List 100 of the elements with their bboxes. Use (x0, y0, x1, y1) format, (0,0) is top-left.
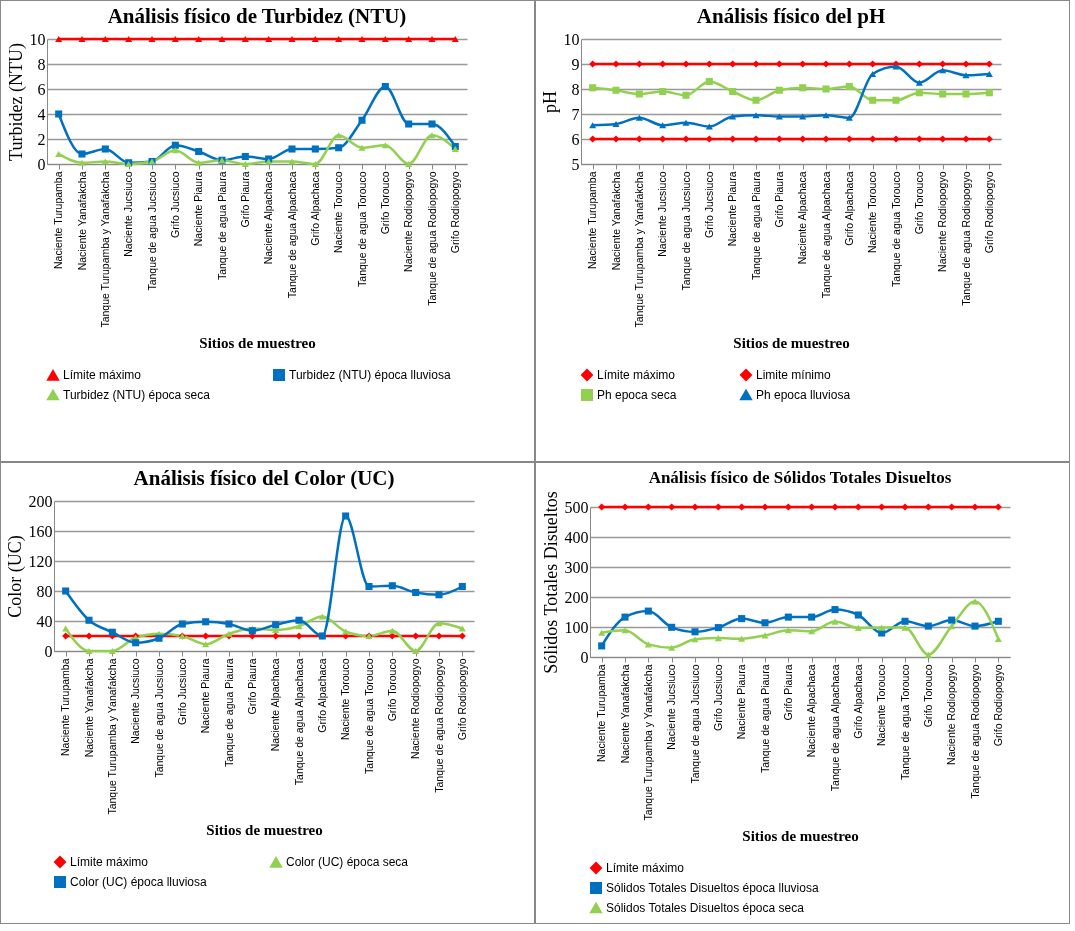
x-axis-title: Sitios de muestreo (733, 334, 850, 351)
chart-title: Análisis físico de Sólidos Totales Disueltos (648, 467, 952, 487)
x-tick-label: Naciente Jucsiuco (122, 171, 135, 257)
x-tick-label: Naciente Turupamba (595, 664, 608, 762)
y-axis-title: pH (539, 91, 560, 113)
x-tick-label: Grifo Piaura (238, 171, 251, 228)
y-tick-label: 500 (564, 498, 589, 516)
legend-label: Límite máximo (597, 368, 676, 382)
x-tick-label: Tanque Turupamba y Yanafakcha (632, 171, 645, 328)
x-tick-label: Grifo Alpachaca (315, 658, 328, 733)
legend-label: Sólidos Totales Disueltos época seca (606, 901, 805, 915)
x-tick-label: Grifo Torouco (385, 658, 398, 722)
x-tick-label: Naciente Piaura (726, 171, 739, 247)
x-tick-label: Naciente Turupamba (59, 658, 72, 756)
x-tick-label: Grifo Piaura (772, 171, 785, 228)
x-tick-label: Naciente Piaura (735, 664, 748, 740)
y-tick-label: 40 (36, 612, 53, 630)
legend-label: Limite mínimo (756, 368, 832, 382)
chart-title: Análisis físico del pH (696, 4, 886, 28)
y-tick-label: 0 (37, 155, 46, 173)
legend-label: Límite máximo (606, 861, 685, 875)
x-tick-label: Tanque de agua Torouco (362, 658, 375, 774)
x-tick-label: Tanque Turupamba y Yanafakcha (641, 664, 654, 821)
x-tick-label: Tanque de agua Rodiopogyo (968, 664, 981, 799)
x-tick-label: Grifo Alpachaca (842, 171, 855, 246)
x-tick-label: Naciente Alpachaca (805, 664, 818, 758)
x-tick-label: Naciente Jucsiuco (656, 171, 669, 257)
x-tick-label: Grifo Rodiopogyo (448, 171, 461, 254)
x-tick-label: Naciente Jucsiuco (129, 658, 142, 744)
x-tick-label: Tanque Turupamba y Yanafakcha (105, 658, 118, 815)
x-tick-label: Naciente Yanafakcha (75, 171, 88, 271)
x-axis-title: Sitios de muestreo (742, 827, 859, 844)
y-tick-label: 9 (571, 55, 580, 73)
x-tick-label: Naciente Yanafakcha (82, 658, 95, 758)
x-tick-label: Tanque de agua Torouco (355, 171, 368, 287)
y-tick-label: 10 (563, 30, 580, 48)
y-tick-label: 160 (28, 522, 53, 540)
x-tick-label: Grifo Torouco (921, 664, 934, 728)
x-tick-label: Tanque de agua Torouco (898, 664, 911, 780)
x-tick-label: Tanque de agua Jucsiuco (152, 658, 165, 778)
y-tick-label: 200 (28, 492, 53, 510)
y-tick-label: 100 (564, 618, 589, 636)
chart-title: Análisis físico del Color (UC) (133, 466, 395, 490)
x-tick-label: Naciente Yanafakcha (618, 664, 631, 764)
y-tick-label: 300 (564, 558, 589, 576)
y-tick-label: 400 (564, 528, 589, 546)
x-tick-label: Grifo Alpachaca (308, 171, 321, 246)
x-tick-label: Naciente Torouco (332, 171, 345, 254)
x-tick-label: Grifo Torouco (912, 171, 925, 235)
x-tick-label: Tanque de agua Jucsiuco (688, 664, 701, 784)
legend-label: Ph epoca lluviosa (756, 388, 851, 402)
x-tick-label: Tanque de agua Alpachaca (819, 171, 832, 299)
x-tick-label: Tanque de agua Rodiopogyo (432, 658, 445, 793)
y-tick-label: 80 (36, 582, 53, 600)
legend-label: Límite máximo (70, 855, 149, 869)
x-tick-label: Grifo Rodiopogyo (455, 658, 468, 741)
x-tick-label: Tanque de agua Alpachaca (292, 658, 305, 786)
y-tick-label: 4 (37, 105, 46, 123)
x-tick-label: Tanque de agua Piaura (215, 171, 228, 281)
x-tick-label: Naciente Torouco (339, 658, 352, 741)
x-tick-label: Grifo Jucsiuco (175, 658, 188, 726)
x-tick-label: Naciente Torouco (875, 664, 888, 747)
x-axis-title: Sitios de muestreo (206, 821, 323, 838)
y-tick-label: 10 (29, 30, 46, 48)
y-axis-title: Color (UC) (4, 535, 26, 618)
legend-label: Límite máximo (63, 368, 142, 383)
y-axis-title: Sólidos Totales Disueltos (540, 491, 561, 674)
x-tick-label: Naciente Piaura (192, 171, 205, 247)
x-tick-label: Naciente Piaura (199, 658, 212, 734)
y-tick-label: 7 (571, 105, 580, 123)
y-tick-label: 8 (571, 80, 580, 98)
x-tick-label: Tanque de agua Torouco (889, 171, 902, 287)
x-tick-label: Tanque de agua Rodiopogyo (425, 171, 438, 306)
legend-label: Ph epoca seca (597, 388, 677, 402)
y-tick-label: 2 (37, 130, 46, 148)
x-tick-label: Grifo Rodiopogyo (991, 664, 1004, 747)
x-tick-label: Tanque de agua Jucsiuco (145, 171, 158, 291)
x-tick-label: Grifo Jucsiuco (168, 171, 181, 239)
x-tick-label: Grifo Jucsiuco (711, 664, 724, 732)
x-tick-label: Grifo Alpachaca (851, 664, 864, 739)
legend-label: Turbidez (NTU) época seca (63, 388, 211, 402)
x-tick-label: Naciente Jucsiuco (665, 664, 678, 750)
x-tick-label: Naciente Turupamba (52, 171, 65, 269)
y-tick-label: 0 (580, 648, 589, 666)
x-tick-label: Grifo Piaura (245, 658, 258, 715)
x-tick-label: Tanque de agua Alpachaca (828, 664, 841, 792)
x-tick-label: Tanque de agua Jucsiuco (679, 171, 692, 291)
y-tick-label: 200 (564, 588, 589, 606)
x-tick-label: Naciente Turupamba (586, 171, 599, 269)
chart-title: Análisis físico de Turbidez (NTU) (107, 4, 407, 28)
x-tick-label: Naciente Yanafakcha (609, 171, 622, 271)
legend-label: Color (UC) época seca (286, 855, 409, 870)
y-tick-label: 5 (571, 155, 580, 173)
x-tick-label: Grifo Piaura (781, 664, 794, 721)
y-tick-label: 8 (37, 55, 46, 73)
legend-label: Color (UC) época lluviosa (70, 875, 208, 889)
x-tick-label: Naciente Rodiopogyo (402, 171, 415, 272)
x-tick-label: Naciente Rodiopogyo (936, 171, 949, 272)
x-tick-label: Tanque Turupamba y Yanafakcha (98, 171, 111, 328)
y-tick-label: 6 (571, 130, 580, 148)
